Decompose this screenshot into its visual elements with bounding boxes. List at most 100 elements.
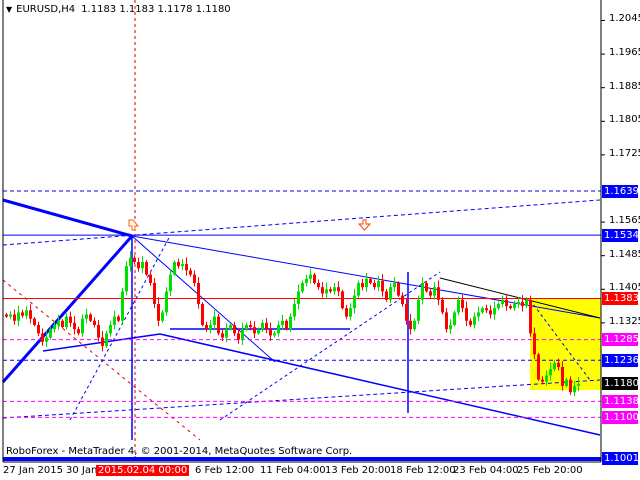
candle bbox=[89, 312, 92, 323]
dashed-trend-line bbox=[2, 199, 601, 246]
candle-body bbox=[501, 299, 504, 304]
caret-down-icon[interactable]: ▼ bbox=[6, 5, 13, 14]
candle-body bbox=[297, 291, 300, 304]
candle bbox=[453, 310, 456, 327]
candle bbox=[385, 288, 388, 302]
candle bbox=[49, 326, 52, 340]
candle bbox=[13, 309, 16, 325]
candle bbox=[93, 317, 96, 328]
candle-body bbox=[37, 324, 40, 334]
candle bbox=[253, 321, 256, 339]
candle bbox=[113, 310, 116, 330]
candle bbox=[553, 360, 556, 372]
candle-body bbox=[169, 274, 172, 292]
candle bbox=[433, 282, 436, 300]
candle-body bbox=[401, 295, 404, 304]
candle-body bbox=[309, 274, 312, 279]
candle bbox=[429, 288, 432, 299]
candle-body bbox=[81, 318, 84, 334]
dashed-trend-line bbox=[69, 235, 171, 421]
candle-body bbox=[213, 316, 216, 325]
price-tick: 1.1405 bbox=[609, 282, 640, 294]
candle-body bbox=[497, 303, 500, 309]
candle bbox=[101, 330, 104, 352]
symbol-label: EURUSD,H4 bbox=[16, 4, 76, 15]
candle-body bbox=[321, 287, 324, 294]
candle-body bbox=[201, 303, 204, 325]
candle-body bbox=[93, 320, 96, 325]
candle-body bbox=[57, 320, 60, 325]
candle-body bbox=[49, 329, 52, 338]
candle-body bbox=[529, 299, 532, 334]
candle bbox=[461, 294, 464, 313]
price-tick: 1.1725 bbox=[609, 147, 640, 159]
candle-body bbox=[577, 383, 580, 386]
candle-body bbox=[5, 314, 8, 317]
candle-body bbox=[253, 327, 256, 334]
dashed-trend-line bbox=[2, 379, 601, 419]
candle bbox=[405, 298, 408, 325]
candle bbox=[509, 304, 512, 310]
candle bbox=[309, 268, 312, 284]
candle-body bbox=[341, 291, 344, 309]
candle bbox=[33, 317, 36, 327]
candle-body bbox=[117, 316, 120, 321]
price-level-label: 1.1001 bbox=[602, 452, 639, 466]
candle-body bbox=[313, 274, 316, 283]
candle-body bbox=[41, 333, 44, 342]
candle-body bbox=[161, 312, 164, 321]
candle-body bbox=[457, 299, 460, 313]
candle bbox=[45, 330, 48, 348]
candle bbox=[249, 320, 252, 331]
candle bbox=[181, 259, 184, 271]
candle-body bbox=[85, 314, 88, 319]
price-level-label: 1.1236 bbox=[602, 353, 639, 367]
time-tick: 27 Jan 2015 bbox=[3, 465, 63, 476]
candle-body bbox=[393, 282, 396, 288]
candle bbox=[445, 308, 448, 333]
candle-body bbox=[205, 324, 208, 330]
candle bbox=[221, 329, 224, 341]
copyright-text: RoboForex - MetaTrader 4, © 2001-2014, M… bbox=[6, 446, 353, 457]
candle bbox=[125, 261, 128, 296]
candle bbox=[5, 312, 8, 318]
candle-body bbox=[125, 266, 128, 292]
candle bbox=[353, 288, 356, 314]
candle-body bbox=[129, 257, 132, 267]
candle bbox=[153, 277, 156, 309]
candle-body bbox=[77, 329, 80, 334]
candle-body bbox=[229, 324, 232, 330]
candle-body bbox=[289, 316, 292, 330]
candle-body bbox=[525, 299, 528, 307]
candle-body bbox=[473, 316, 476, 325]
price-level-label: 1.1639 bbox=[602, 184, 639, 198]
candle bbox=[61, 319, 64, 329]
candle-body bbox=[133, 257, 136, 262]
candle bbox=[401, 292, 404, 307]
candle bbox=[533, 327, 536, 360]
candle-body bbox=[53, 324, 56, 330]
candle-body bbox=[469, 320, 472, 325]
candle-body bbox=[453, 312, 456, 325]
candle bbox=[329, 286, 332, 294]
candle-body bbox=[9, 314, 12, 317]
candle-body bbox=[61, 320, 64, 328]
candle-body bbox=[537, 354, 540, 380]
candle-body bbox=[145, 261, 148, 275]
candle-body bbox=[25, 310, 28, 316]
candle bbox=[37, 321, 40, 337]
candle bbox=[161, 309, 164, 323]
candle-body bbox=[329, 289, 332, 292]
candle bbox=[157, 297, 160, 327]
candles bbox=[5, 251, 580, 397]
price-level-label: 1.1383 bbox=[602, 292, 639, 306]
candle bbox=[77, 326, 80, 336]
candle bbox=[361, 278, 364, 291]
candle bbox=[57, 314, 60, 330]
candle-body bbox=[513, 303, 516, 309]
candle-body bbox=[141, 261, 144, 269]
candle bbox=[81, 314, 84, 337]
candle bbox=[265, 317, 268, 334]
candle bbox=[145, 260, 148, 276]
